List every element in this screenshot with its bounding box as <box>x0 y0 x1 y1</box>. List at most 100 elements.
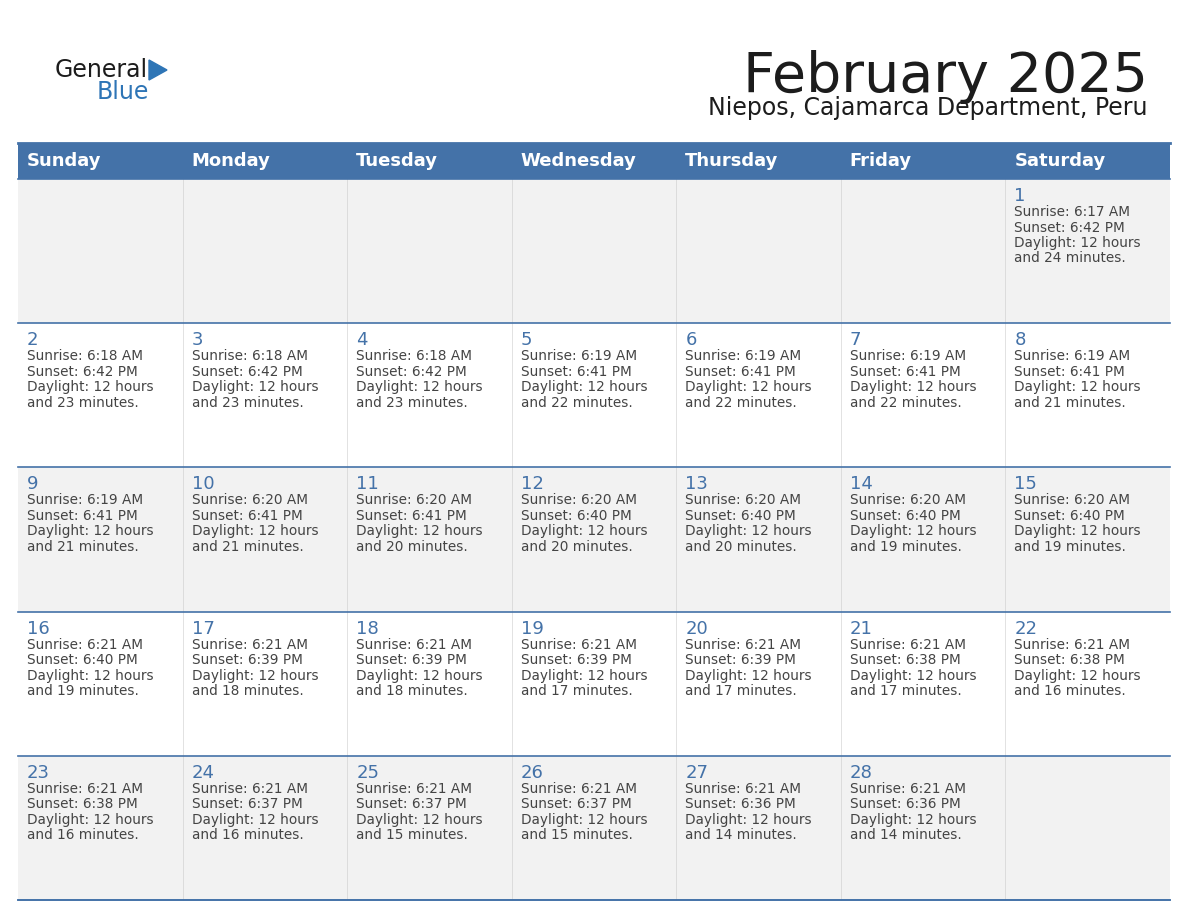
Text: and 24 minutes.: and 24 minutes. <box>1015 252 1126 265</box>
Text: 5: 5 <box>520 331 532 349</box>
Text: 20: 20 <box>685 620 708 638</box>
Bar <box>347 467 512 611</box>
Bar <box>676 323 841 467</box>
Bar <box>841 143 1005 179</box>
Text: 17: 17 <box>191 620 215 638</box>
Text: 12: 12 <box>520 476 544 493</box>
Bar <box>18 323 183 467</box>
Text: Blue: Blue <box>97 80 150 104</box>
Text: Daylight: 12 hours: Daylight: 12 hours <box>27 524 153 538</box>
Text: Sunrise: 6:21 AM: Sunrise: 6:21 AM <box>849 638 966 652</box>
Text: and 23 minutes.: and 23 minutes. <box>27 396 139 409</box>
Text: Sunset: 6:41 PM: Sunset: 6:41 PM <box>520 364 632 379</box>
Text: 11: 11 <box>356 476 379 493</box>
Polygon shape <box>148 60 168 80</box>
Text: Sunset: 6:41 PM: Sunset: 6:41 PM <box>685 364 796 379</box>
Text: Niepos, Cajamarca Department, Peru: Niepos, Cajamarca Department, Peru <box>708 96 1148 120</box>
Bar <box>183 467 347 611</box>
Text: Daylight: 12 hours: Daylight: 12 hours <box>1015 380 1140 394</box>
Text: Sunrise: 6:21 AM: Sunrise: 6:21 AM <box>849 782 966 796</box>
Text: Sunrise: 6:20 AM: Sunrise: 6:20 AM <box>849 493 966 508</box>
Text: Sunrise: 6:21 AM: Sunrise: 6:21 AM <box>356 638 472 652</box>
Bar <box>676 611 841 756</box>
Bar <box>18 143 183 179</box>
Text: 18: 18 <box>356 620 379 638</box>
Text: Sunset: 6:38 PM: Sunset: 6:38 PM <box>849 653 961 667</box>
Text: 24: 24 <box>191 764 215 782</box>
Text: Sunday: Sunday <box>27 152 101 170</box>
Text: and 16 minutes.: and 16 minutes. <box>27 828 139 843</box>
Text: Sunrise: 6:21 AM: Sunrise: 6:21 AM <box>1015 638 1131 652</box>
Text: and 19 minutes.: and 19 minutes. <box>1015 540 1126 554</box>
Text: Sunset: 6:40 PM: Sunset: 6:40 PM <box>27 653 138 667</box>
Text: Sunset: 6:42 PM: Sunset: 6:42 PM <box>27 364 138 379</box>
Text: and 21 minutes.: and 21 minutes. <box>27 540 139 554</box>
Text: Sunrise: 6:21 AM: Sunrise: 6:21 AM <box>520 782 637 796</box>
Text: Sunset: 6:41 PM: Sunset: 6:41 PM <box>1015 364 1125 379</box>
Text: Sunset: 6:41 PM: Sunset: 6:41 PM <box>27 509 138 523</box>
Bar <box>347 143 512 179</box>
Text: 27: 27 <box>685 764 708 782</box>
Text: Daylight: 12 hours: Daylight: 12 hours <box>849 812 977 827</box>
Text: Sunset: 6:39 PM: Sunset: 6:39 PM <box>520 653 632 667</box>
Bar <box>183 323 347 467</box>
Text: Daylight: 12 hours: Daylight: 12 hours <box>520 524 647 538</box>
Text: 22: 22 <box>1015 620 1037 638</box>
Text: Monday: Monday <box>191 152 271 170</box>
Text: 19: 19 <box>520 620 544 638</box>
Text: 2: 2 <box>27 331 38 349</box>
Text: Daylight: 12 hours: Daylight: 12 hours <box>356 524 482 538</box>
Text: Sunrise: 6:18 AM: Sunrise: 6:18 AM <box>356 349 472 364</box>
Text: Sunset: 6:37 PM: Sunset: 6:37 PM <box>520 798 632 812</box>
Text: Daylight: 12 hours: Daylight: 12 hours <box>685 380 811 394</box>
Text: and 23 minutes.: and 23 minutes. <box>191 396 303 409</box>
Text: February 2025: February 2025 <box>742 50 1148 104</box>
Bar <box>512 179 676 323</box>
Text: Sunrise: 6:20 AM: Sunrise: 6:20 AM <box>1015 493 1131 508</box>
Text: Daylight: 12 hours: Daylight: 12 hours <box>191 668 318 683</box>
Text: 16: 16 <box>27 620 50 638</box>
Bar <box>18 756 183 900</box>
Text: Daylight: 12 hours: Daylight: 12 hours <box>27 380 153 394</box>
Bar <box>841 611 1005 756</box>
Bar <box>512 143 676 179</box>
Text: Sunset: 6:39 PM: Sunset: 6:39 PM <box>685 653 796 667</box>
Text: Daylight: 12 hours: Daylight: 12 hours <box>27 668 153 683</box>
Bar <box>676 467 841 611</box>
Text: Sunset: 6:40 PM: Sunset: 6:40 PM <box>1015 509 1125 523</box>
Text: and 20 minutes.: and 20 minutes. <box>520 540 632 554</box>
Text: 21: 21 <box>849 620 873 638</box>
Text: Daylight: 12 hours: Daylight: 12 hours <box>191 812 318 827</box>
Text: 23: 23 <box>27 764 50 782</box>
Text: Friday: Friday <box>849 152 912 170</box>
Bar <box>841 323 1005 467</box>
Text: Tuesday: Tuesday <box>356 152 438 170</box>
Text: and 16 minutes.: and 16 minutes. <box>191 828 303 843</box>
Text: and 16 minutes.: and 16 minutes. <box>1015 684 1126 698</box>
Text: Sunrise: 6:18 AM: Sunrise: 6:18 AM <box>27 349 143 364</box>
Text: Daylight: 12 hours: Daylight: 12 hours <box>1015 668 1140 683</box>
Text: Daylight: 12 hours: Daylight: 12 hours <box>685 524 811 538</box>
Text: Sunrise: 6:18 AM: Sunrise: 6:18 AM <box>191 349 308 364</box>
Text: Thursday: Thursday <box>685 152 778 170</box>
Bar <box>1005 756 1170 900</box>
Text: and 17 minutes.: and 17 minutes. <box>520 684 632 698</box>
Text: 4: 4 <box>356 331 367 349</box>
Text: Daylight: 12 hours: Daylight: 12 hours <box>356 812 482 827</box>
Text: 25: 25 <box>356 764 379 782</box>
Text: Daylight: 12 hours: Daylight: 12 hours <box>520 380 647 394</box>
Text: 8: 8 <box>1015 331 1025 349</box>
Text: Sunrise: 6:19 AM: Sunrise: 6:19 AM <box>1015 349 1131 364</box>
Text: and 15 minutes.: and 15 minutes. <box>356 828 468 843</box>
Text: Sunrise: 6:19 AM: Sunrise: 6:19 AM <box>685 349 802 364</box>
Text: Sunrise: 6:21 AM: Sunrise: 6:21 AM <box>520 638 637 652</box>
Text: Sunset: 6:41 PM: Sunset: 6:41 PM <box>849 364 961 379</box>
Text: and 23 minutes.: and 23 minutes. <box>356 396 468 409</box>
Text: Sunset: 6:40 PM: Sunset: 6:40 PM <box>520 509 632 523</box>
Text: Sunrise: 6:19 AM: Sunrise: 6:19 AM <box>520 349 637 364</box>
Text: Sunrise: 6:21 AM: Sunrise: 6:21 AM <box>27 782 143 796</box>
Text: 14: 14 <box>849 476 873 493</box>
Text: Sunset: 6:42 PM: Sunset: 6:42 PM <box>1015 220 1125 234</box>
Text: 15: 15 <box>1015 476 1037 493</box>
Text: Sunrise: 6:21 AM: Sunrise: 6:21 AM <box>685 638 801 652</box>
